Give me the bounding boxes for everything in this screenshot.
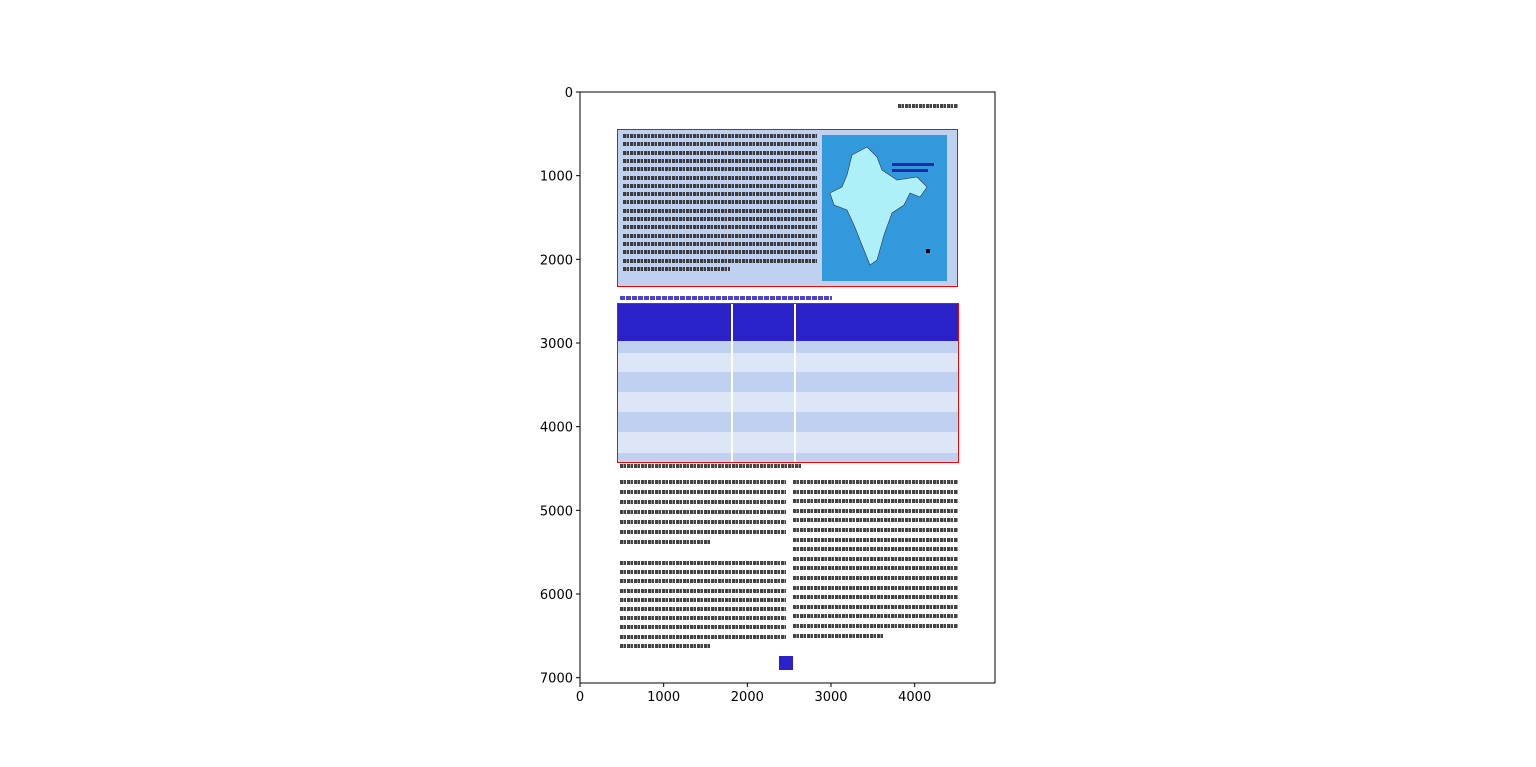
text-line xyxy=(620,540,712,544)
india-map-image xyxy=(822,135,947,281)
text-line xyxy=(620,520,786,524)
y-tick-label: 7000 xyxy=(540,672,573,687)
table-row xyxy=(618,412,958,432)
text-line xyxy=(623,134,817,138)
text-line xyxy=(793,499,958,504)
text-line xyxy=(793,528,958,532)
text-line xyxy=(620,570,786,575)
text-line xyxy=(620,490,786,494)
y-tick-label: 5000 xyxy=(540,504,573,519)
text-line xyxy=(793,547,958,552)
text-line xyxy=(623,217,817,221)
text-line xyxy=(620,530,786,534)
text-line xyxy=(620,607,786,611)
text-line xyxy=(793,537,958,542)
table-row xyxy=(618,432,958,453)
table-header xyxy=(618,304,958,341)
text-line xyxy=(620,510,786,514)
text-line xyxy=(623,158,817,163)
page-number-badge xyxy=(779,656,793,670)
text-line xyxy=(620,500,786,504)
text-line xyxy=(620,480,786,484)
text-line xyxy=(793,585,958,590)
text-line xyxy=(793,489,958,494)
text-line xyxy=(623,250,817,255)
text-line xyxy=(620,634,786,639)
text-line xyxy=(793,624,958,628)
text-line xyxy=(620,643,712,648)
text-line xyxy=(623,241,817,246)
y-tick-label: 4000 xyxy=(540,421,573,436)
text-line xyxy=(620,588,786,593)
text-line xyxy=(793,614,958,619)
table-row xyxy=(618,372,958,392)
text-line xyxy=(623,208,817,213)
map-icon xyxy=(829,146,934,266)
text-line xyxy=(793,633,884,638)
text-line xyxy=(623,192,817,197)
text-line xyxy=(623,233,817,238)
x-tick-label: 3000 xyxy=(814,690,847,705)
text-line xyxy=(793,576,958,580)
text-line xyxy=(623,183,817,188)
text-line xyxy=(793,595,958,600)
text-line xyxy=(623,167,817,172)
y-tick-label: 1000 xyxy=(540,170,573,185)
text-line xyxy=(620,561,786,565)
text-line xyxy=(620,625,786,630)
text-line xyxy=(623,142,817,147)
x-tick-label: 0 xyxy=(576,690,584,705)
table-row xyxy=(618,341,958,353)
text-line xyxy=(793,508,958,513)
y-tick-label: 3000 xyxy=(540,337,573,352)
column-divider xyxy=(731,304,733,462)
text-line xyxy=(620,464,802,468)
x-tick-label: 1000 xyxy=(647,690,680,705)
text-line xyxy=(623,150,817,155)
text-line xyxy=(793,480,958,484)
text-line xyxy=(623,175,817,180)
text-line xyxy=(620,579,786,584)
table-row xyxy=(618,453,958,462)
text-line xyxy=(793,604,958,609)
text-line xyxy=(793,518,958,523)
text-line xyxy=(623,266,730,271)
text-line xyxy=(623,225,817,230)
text-line xyxy=(620,616,786,621)
text-line xyxy=(898,104,958,108)
text-line xyxy=(623,258,817,263)
table-row xyxy=(618,392,958,412)
text-line xyxy=(793,566,958,571)
axes-frame xyxy=(579,91,996,684)
data-table xyxy=(617,303,959,463)
text-line xyxy=(793,556,958,561)
column-divider xyxy=(794,304,796,462)
text-line xyxy=(620,597,786,602)
text-line xyxy=(620,296,832,300)
table-row xyxy=(618,353,958,372)
x-tick-label: 4000 xyxy=(898,690,931,705)
y-tick-label: 2000 xyxy=(540,253,573,268)
x-tick-label: 2000 xyxy=(731,690,764,705)
y-tick-label: 6000 xyxy=(540,588,573,603)
text-line xyxy=(623,200,817,205)
y-tick-label: 0 xyxy=(565,86,573,101)
